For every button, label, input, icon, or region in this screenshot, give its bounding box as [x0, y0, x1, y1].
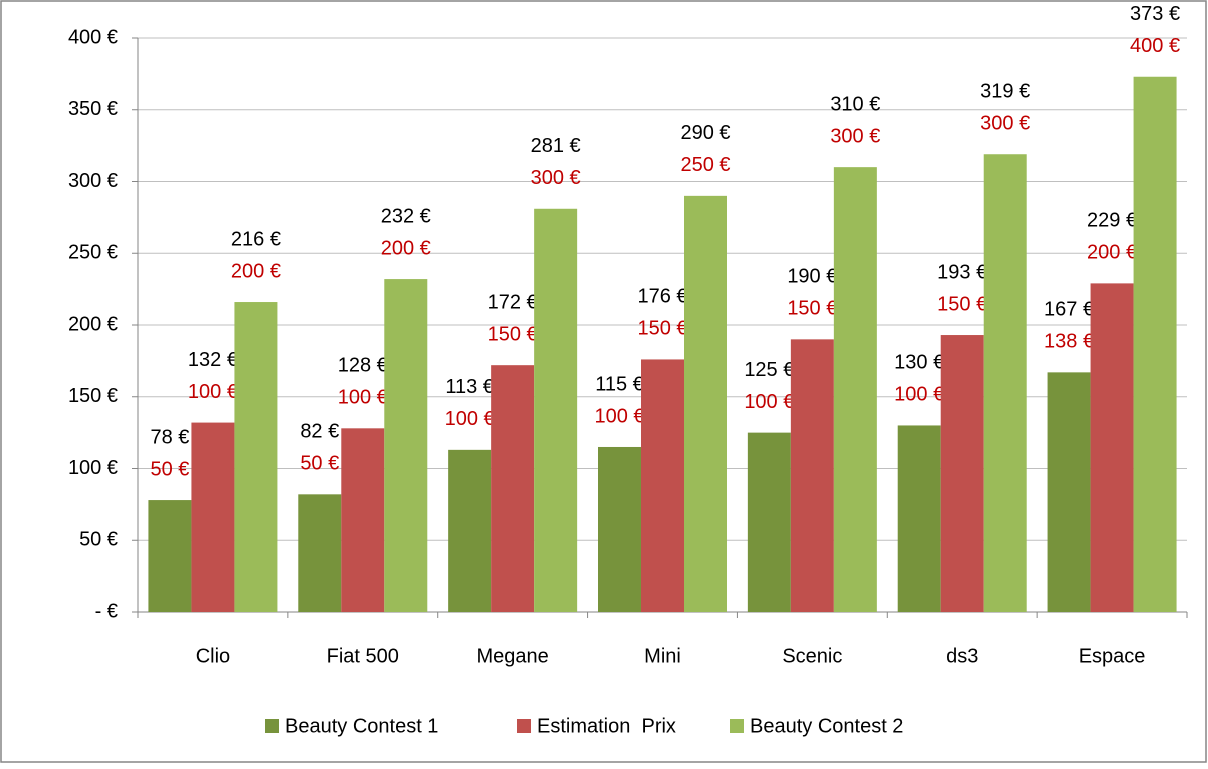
red-label: 50 € — [150, 458, 189, 480]
x-tick-label: Clio — [196, 645, 230, 667]
bar — [940, 335, 984, 612]
bar — [384, 279, 428, 612]
legend-swatch — [517, 719, 531, 733]
y-tick-label: 250 € — [68, 242, 118, 264]
red-label: 50 € — [300, 453, 339, 475]
bar — [641, 359, 684, 612]
data-label: 78 € — [150, 426, 189, 448]
red-label: 300 € — [980, 113, 1030, 135]
bar — [684, 195, 727, 612]
data-label: 229 € — [1087, 210, 1137, 232]
y-tick-label: 100 € — [68, 457, 118, 479]
x-tick-label: ds3 — [946, 645, 978, 667]
bar — [298, 494, 342, 612]
data-label: 176 € — [637, 286, 687, 308]
red-label: 138 € — [1044, 331, 1094, 353]
y-tick-label: 400 € — [68, 26, 118, 48]
y-tick-label: - € — [95, 600, 118, 622]
data-label: 130 € — [894, 352, 944, 374]
bar — [534, 208, 578, 612]
bar — [598, 446, 641, 612]
red-label: 200 € — [381, 237, 431, 259]
red-label: 300 € — [830, 125, 880, 147]
bar — [1090, 283, 1134, 612]
red-label: 100 € — [338, 387, 388, 409]
bar — [1133, 76, 1177, 613]
red-label: 150 € — [787, 298, 837, 320]
bar — [491, 365, 535, 612]
red-label: 400 € — [1130, 35, 1180, 57]
y-tick-label: 300 € — [68, 170, 118, 192]
red-label: 150 € — [488, 323, 538, 345]
data-label: 216 € — [231, 228, 281, 250]
legend-swatch — [730, 719, 744, 733]
x-tick-label: Megane — [477, 645, 549, 667]
data-label: 281 € — [531, 135, 581, 157]
bar — [833, 167, 877, 612]
red-label: 200 € — [1087, 242, 1137, 264]
data-label: 115 € — [595, 373, 644, 395]
data-label: 82 € — [300, 421, 339, 443]
bar — [983, 154, 1027, 613]
red-label: 150 € — [937, 293, 987, 315]
data-label: 319 € — [980, 81, 1030, 103]
legend-label: Estimation Prix — [537, 715, 676, 737]
red-label: 200 € — [231, 260, 281, 282]
legend-label: Beauty Contest 1 — [285, 715, 438, 737]
data-label: 193 € — [937, 261, 987, 283]
bar — [1047, 372, 1091, 612]
data-label: 232 € — [381, 205, 431, 227]
bar — [747, 432, 791, 612]
bar — [448, 449, 492, 612]
y-tick-label: 200 € — [68, 313, 118, 335]
bar — [191, 422, 235, 612]
bar — [897, 425, 941, 612]
data-label: 167 € — [1044, 299, 1094, 321]
bar — [234, 302, 278, 612]
red-label: 150 € — [637, 318, 687, 340]
data-label: 172 € — [488, 291, 538, 313]
bar — [341, 428, 385, 612]
red-label: 100 € — [188, 381, 238, 403]
data-label: 125 € — [744, 359, 794, 381]
x-tick-label: Mini — [644, 645, 681, 667]
legend-swatch — [265, 719, 279, 733]
red-label: 300 € — [531, 167, 581, 189]
data-label: 290 € — [680, 122, 730, 144]
bar — [790, 339, 834, 612]
red-label: 250 € — [680, 154, 730, 176]
data-label: 310 € — [830, 93, 880, 115]
data-label: 373 € — [1130, 3, 1180, 25]
data-label: 128 € — [338, 355, 388, 377]
data-label: 113 € — [445, 376, 494, 398]
red-label: 100 € — [744, 391, 794, 413]
y-tick-label: 50 € — [79, 529, 118, 551]
y-tick-label: 350 € — [68, 98, 118, 120]
red-label: 100 € — [594, 405, 644, 427]
data-label: 190 € — [787, 266, 837, 288]
x-tick-label: Espace — [1079, 645, 1146, 667]
x-tick-label: Fiat 500 — [327, 645, 399, 667]
red-label: 100 € — [445, 408, 495, 430]
y-tick-label: 150 € — [68, 385, 118, 407]
red-label: 100 € — [894, 384, 944, 406]
x-tick-label: Scenic — [782, 645, 842, 667]
bar — [148, 500, 192, 612]
data-label: 132 € — [188, 349, 238, 371]
legend-label: Beauty Contest 2 — [750, 715, 903, 737]
